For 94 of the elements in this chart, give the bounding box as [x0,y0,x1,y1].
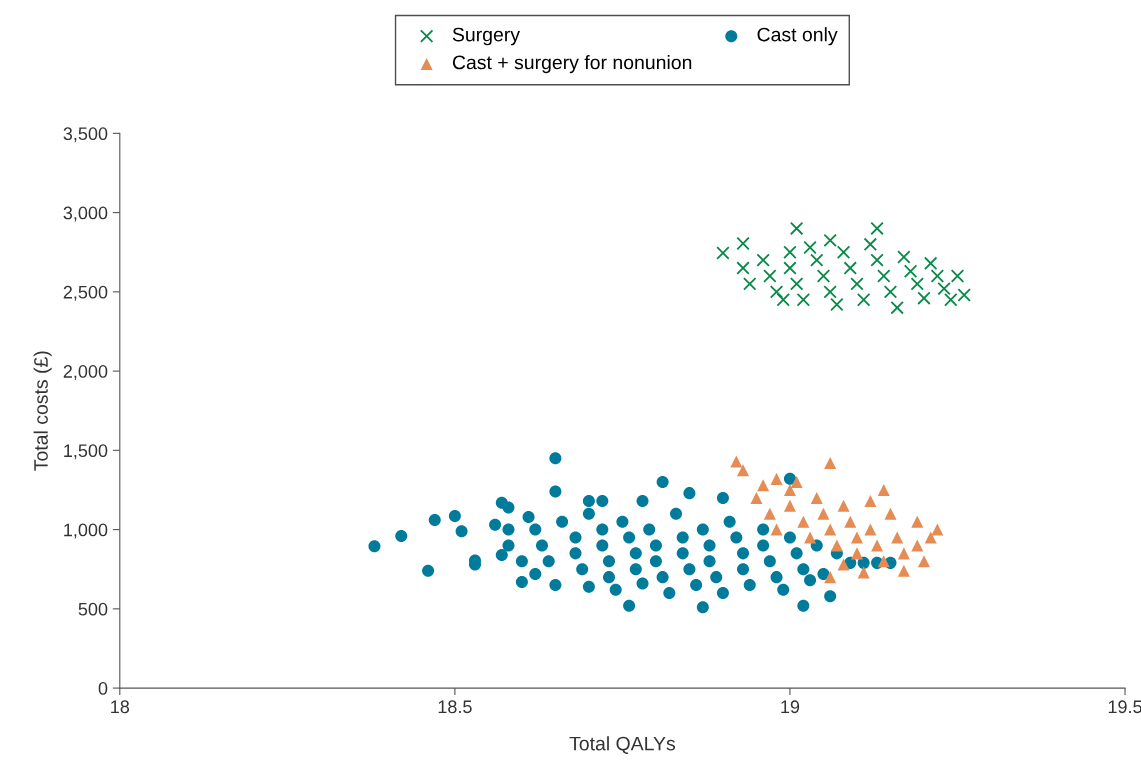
legend-label: Surgery [452,27,520,46]
point [736,236,750,251]
point [944,293,958,307]
point [923,256,938,271]
point [863,237,878,252]
point [770,472,783,485]
point [911,539,924,552]
point [824,523,837,536]
point [910,277,924,291]
point [796,293,811,307]
point [736,261,750,275]
y-tick-label: 2,500 [63,285,108,301]
point [776,293,790,307]
x-axis-title: Total QALYs [569,736,676,754]
point [763,269,777,283]
point [856,293,871,307]
point [830,539,843,552]
point [850,547,863,560]
point [810,253,824,267]
y-axis-title: Total costs (£) [33,351,52,471]
point [903,264,918,278]
point [883,285,898,299]
legend-label: Cast + surgery for nonunion [452,55,692,74]
point [824,457,837,470]
point [911,515,924,528]
point [937,281,951,296]
point [891,531,904,544]
point [789,221,804,236]
y-tick-label: 1,000 [64,523,108,539]
point [850,277,864,291]
point [843,261,857,275]
point [823,233,837,248]
point [957,288,971,302]
point [870,221,884,236]
point [790,476,803,489]
point [810,491,823,504]
x-tick-label: 19 [781,700,800,714]
point [931,523,944,536]
point [743,277,757,291]
point [783,245,797,259]
point [817,507,830,520]
point [836,245,851,259]
point [950,269,965,283]
point [837,558,850,571]
y-tick-label: 1,500 [64,444,108,460]
y-tick-label: 500 [78,602,108,616]
point [917,291,931,305]
point [770,523,783,536]
point [769,285,784,299]
point [864,523,877,536]
point [823,285,837,299]
y-tick-label: 0 [98,682,108,695]
point [897,250,911,264]
point [890,300,904,315]
point [864,495,877,508]
point [844,515,857,528]
y-tick-label: 3,000 [63,206,108,222]
point [763,507,776,520]
y-tick-label: 2,000 [63,365,108,380]
point [871,539,884,552]
point [824,571,837,584]
point [783,483,796,496]
point [783,261,797,275]
point [877,483,890,496]
point [730,455,743,468]
point [756,253,770,267]
point [877,269,891,283]
x-tick-label: 18.5 [438,700,472,714]
point [857,566,870,579]
point [897,547,910,560]
point [797,515,810,528]
point [789,277,804,291]
legend-label: Cast only [757,27,838,46]
point [783,499,796,512]
point [850,531,863,544]
point [757,479,770,492]
point [877,555,890,568]
x-tick-label: 19.5 [1108,700,1141,714]
point [804,531,817,544]
point [816,269,831,283]
point [803,240,817,255]
y-tick-label: 3,500 [63,127,108,143]
point [716,246,730,260]
point [917,555,930,568]
point [884,507,897,520]
point [737,464,750,477]
point [830,297,844,312]
point [750,491,763,504]
point [924,531,937,544]
point [930,269,945,283]
point [897,564,910,577]
x-tick-label: 18 [111,700,130,714]
point [837,499,850,512]
point [870,253,884,267]
